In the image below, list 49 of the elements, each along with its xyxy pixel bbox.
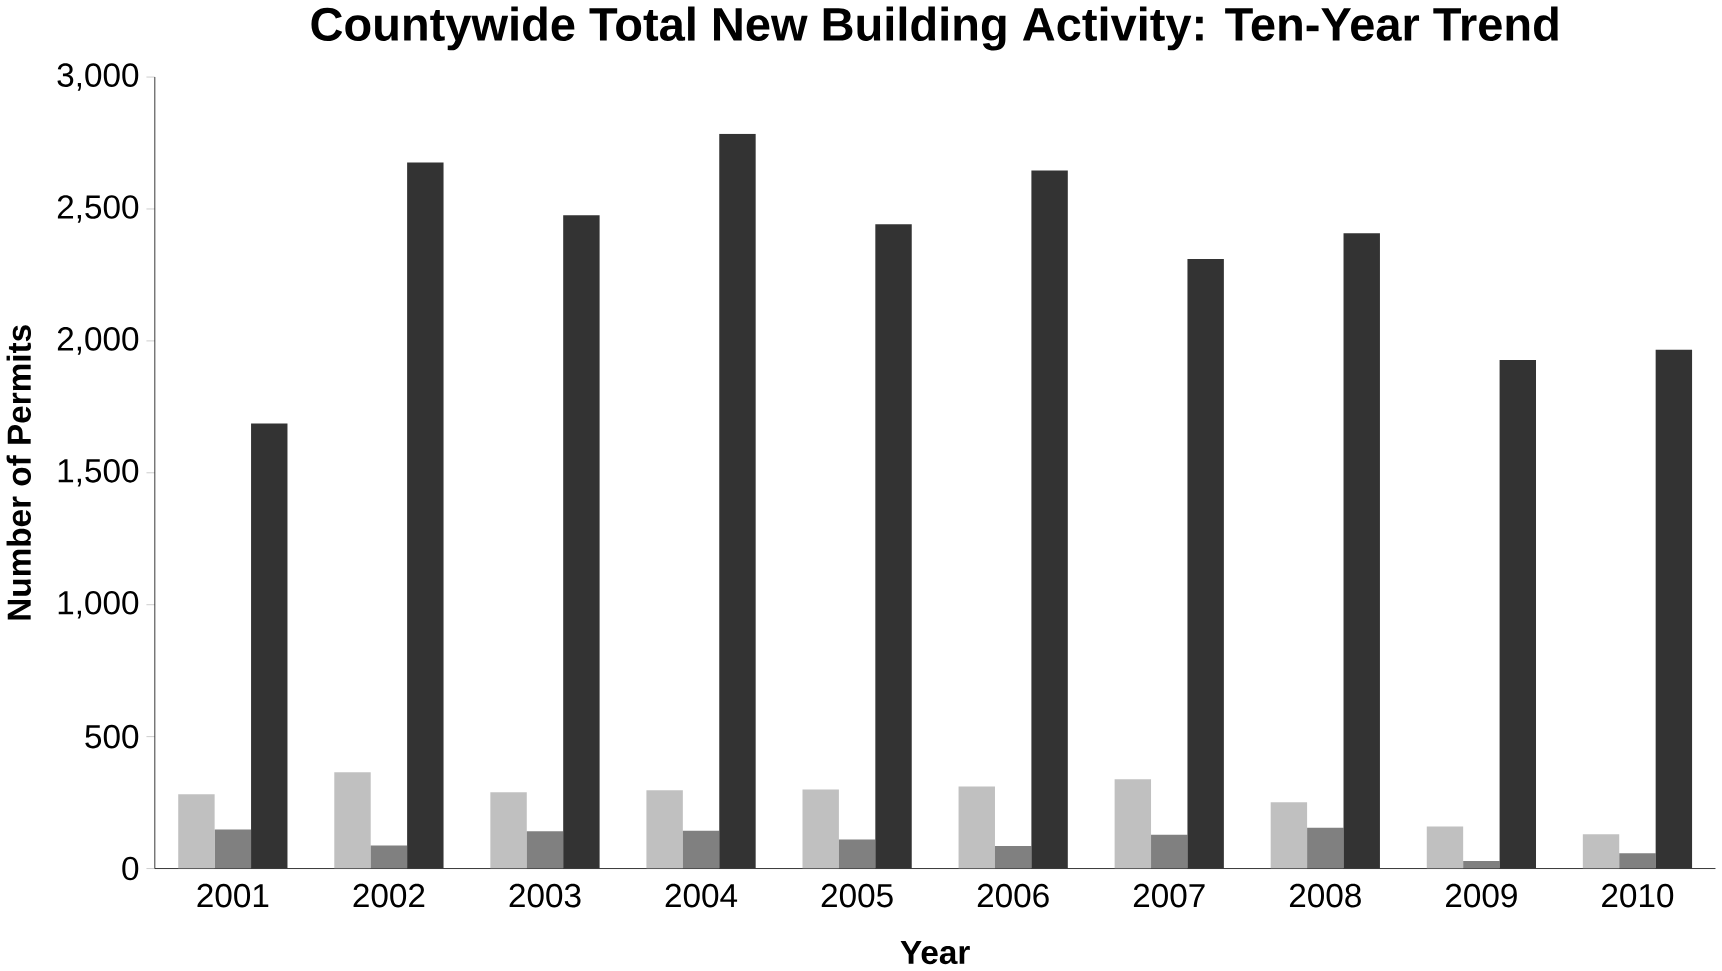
bar bbox=[1307, 827, 1344, 869]
bar bbox=[490, 792, 527, 869]
bar bbox=[178, 794, 215, 869]
bar bbox=[1187, 259, 1224, 869]
bar bbox=[1270, 802, 1308, 869]
bar bbox=[875, 224, 912, 869]
bar bbox=[1151, 834, 1188, 869]
bar bbox=[838, 839, 876, 869]
bar bbox=[802, 789, 839, 869]
x-tick-label: 2003 bbox=[509, 883, 581, 908]
x-tick-label: 2001 bbox=[197, 883, 269, 908]
x-tick-label: 2002 bbox=[353, 883, 425, 908]
bar bbox=[407, 162, 444, 869]
bar bbox=[719, 133, 756, 869]
y-tick-label: 1,000 bbox=[58, 591, 139, 619]
x-tick-label: 2007 bbox=[1133, 883, 1205, 908]
bar bbox=[682, 830, 720, 869]
y-tick-label: 2,000 bbox=[57, 327, 139, 355]
bar bbox=[563, 215, 600, 869]
y-axis-title: Number of Permits bbox=[6, 325, 31, 620]
bar bbox=[1582, 834, 1620, 869]
y-tick-label: 500 bbox=[85, 724, 139, 749]
y-tick-label: 0 bbox=[122, 856, 139, 881]
bar bbox=[994, 846, 1032, 869]
bar bbox=[334, 772, 371, 869]
x-tick-label: 2004 bbox=[665, 883, 738, 908]
x-tick-label: 2010 bbox=[1602, 883, 1674, 908]
bar bbox=[370, 845, 408, 869]
chart-title: Countywide Total New Building Activity: Ten-Year Trend bbox=[311, 6, 1558, 51]
bar bbox=[1343, 233, 1380, 869]
bar bbox=[1114, 779, 1152, 869]
bar bbox=[958, 786, 995, 869]
bar bbox=[251, 423, 288, 869]
x-axis-title: Year bbox=[900, 941, 970, 965]
bar bbox=[1655, 349, 1693, 869]
x-tick-label: 2005 bbox=[821, 883, 893, 908]
x-tick-label: 2008 bbox=[1289, 883, 1361, 908]
x-tick-label: 2009 bbox=[1446, 883, 1517, 908]
bar bbox=[526, 831, 564, 869]
y-tick-label: 2,500 bbox=[57, 195, 139, 223]
y-tick-label: 1,500 bbox=[58, 459, 139, 487]
bar bbox=[1463, 861, 1500, 869]
bar bbox=[1619, 853, 1656, 869]
bar bbox=[646, 790, 683, 869]
bar bbox=[1499, 360, 1537, 869]
bar bbox=[214, 829, 252, 869]
x-tick-label: 2006 bbox=[977, 883, 1049, 908]
bar bbox=[1031, 170, 1068, 869]
y-tick-label: 3,000 bbox=[57, 63, 139, 91]
